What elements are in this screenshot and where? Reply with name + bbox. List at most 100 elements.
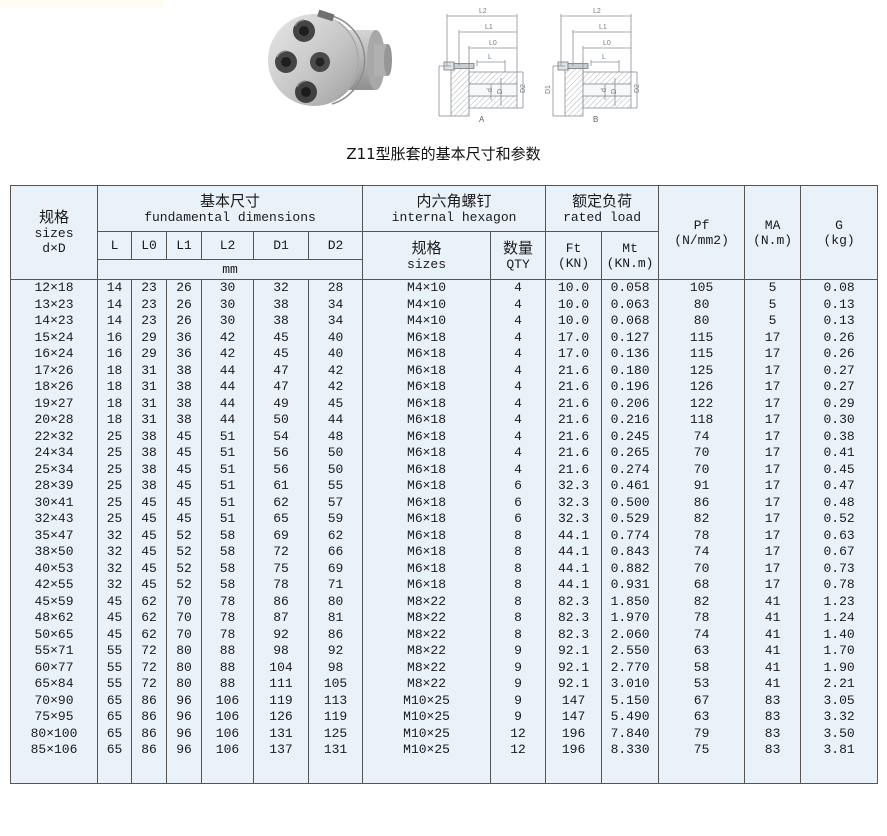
table-cell: 38 [253,296,309,313]
table-cell: 65 [97,692,132,709]
table-cell: 8 [490,610,547,627]
dim-label: L [602,54,606,61]
dim-label: L2 [593,8,601,15]
table-empty-row [10,758,879,784]
table-cell: 88 [201,659,254,676]
view-label: A [479,115,485,124]
table-cell: 71 [307,577,364,594]
table-cell: 92 [253,626,309,643]
table-cell: 72 [131,659,167,676]
shaft-cap [384,44,392,76]
header-rated-load: 额定负荷 rated load [545,185,660,232]
table-cell: 0.461 [601,478,660,495]
dim-label: L0 [489,40,497,47]
table-cell: 38 [131,445,167,462]
table-cell: 0.27 [800,379,879,396]
table-cell: 17.0 [545,346,603,363]
table-cell: 17.0 [545,329,603,346]
table-cell: 13×23 [10,296,98,313]
table-cell: 41 [744,626,802,643]
table-row: 65×84 55 72 80 88 111 105 M8×22 9 92.1 3.010 53 41 2.… [10,676,879,693]
table-cell: 55 [97,659,132,676]
table-cell: M6×18 [362,560,492,577]
table-cell: 74 [658,544,746,561]
table-cell: 22×32 [10,428,98,445]
table-cell: 0.216 [601,412,660,429]
table-cell: 0.058 [601,279,660,297]
table-cell: 38 [166,412,202,429]
table-cell: 70 [658,461,746,478]
table-cell: 25 [97,511,132,528]
table-cell: 1.70 [800,643,879,660]
table-cell: 18 [97,379,132,396]
table-cell: 26 [166,279,202,297]
header-internal-hexagon: 内六角螺钉 internal hexagon [362,185,547,232]
table-cell: 38 [166,379,202,396]
table-cell: 83 [744,709,802,726]
table-cell: 50 [307,445,364,462]
table-cell: 21.6 [545,445,603,462]
table-cell: 52 [166,577,202,594]
table-cell: M6×18 [362,346,492,363]
table-cell: 6 [490,478,547,495]
dimension-drawing: L2 L1 L0 L D1 d D D2 A [431,8,641,124]
table-cell: 12×18 [10,279,98,297]
table-cell: 96 [166,692,202,709]
table-cell: 50 [253,412,309,429]
table-cell: 3.010 [601,676,660,693]
table-cell: 88 [201,643,254,660]
table-row: 85×106 65 86 96 106 137 131 M10×25 12 196 8.330 75 8… [10,742,879,759]
table-cell: 21.6 [545,395,603,412]
header-dim-d2: D2 [307,231,364,260]
table-cell: 78 [658,610,746,627]
table-cell: 5.150 [601,692,660,709]
table-cell: 147 [545,692,603,709]
table-cell: 17×26 [10,362,98,379]
table-cell: 8 [490,560,547,577]
dim-label: D1 [545,85,552,94]
table-cell: 17 [744,478,802,495]
table-cell: 62 [131,610,167,627]
table-cell: M6×18 [362,511,492,528]
table-cell: 78 [201,593,254,610]
table-cell: 32.3 [545,511,603,528]
table-row: 60×77 55 72 80 88 104 98 M8×22 9 92.1 2.770 58 41 1.9… [10,659,879,676]
table-cell: 65 [97,725,132,742]
table-row: 20×28 18 31 38 44 50 44 M6×18 4 21.6 0.216 118 17 0.3… [10,412,879,429]
table-cell: 65×84 [10,676,98,693]
table-cell: M4×10 [362,279,492,297]
header-dim-l: L [97,231,132,260]
table-cell: 45 [131,494,167,511]
dim-label: L0 [603,40,611,47]
table-cell: 0.47 [800,478,879,495]
table-cell: 30×41 [10,494,98,511]
table-cell: 1.40 [800,626,879,643]
table-cell: 5.490 [601,709,660,726]
table-cell: 29 [131,346,167,363]
table-cell: 0.27 [800,362,879,379]
table-cell: 80 [658,313,746,330]
table-cell: 14×23 [10,313,98,330]
table-header: 规格 sizes d×D 基本尺寸 fundamental dimensions… [10,185,879,280]
table-cell: 45 [166,478,202,495]
table-cell: 34 [307,296,364,313]
table-cell: 25 [97,478,132,495]
table-cell: 65 [253,511,309,528]
header-mt: Mt (KN.m) [601,231,660,280]
flange-seam [331,15,366,105]
table-cell: 14 [97,296,132,313]
table-cell: M8×22 [362,659,492,676]
table-cell: 32 [97,577,132,594]
table-cell: 60×77 [10,659,98,676]
table-cell: 45 [131,560,167,577]
table-cell: 36 [166,346,202,363]
table-cell: M6×18 [362,494,492,511]
table-cell: 0.068 [601,313,660,330]
table-cell: 75 [658,742,746,759]
table-cell: 45 [131,527,167,544]
table-cell: 3.05 [800,692,879,709]
table-cell: 70 [166,626,202,643]
table-cell: 41 [744,643,802,660]
table-cell: 131 [307,742,364,759]
table-cell: 8 [490,544,547,561]
